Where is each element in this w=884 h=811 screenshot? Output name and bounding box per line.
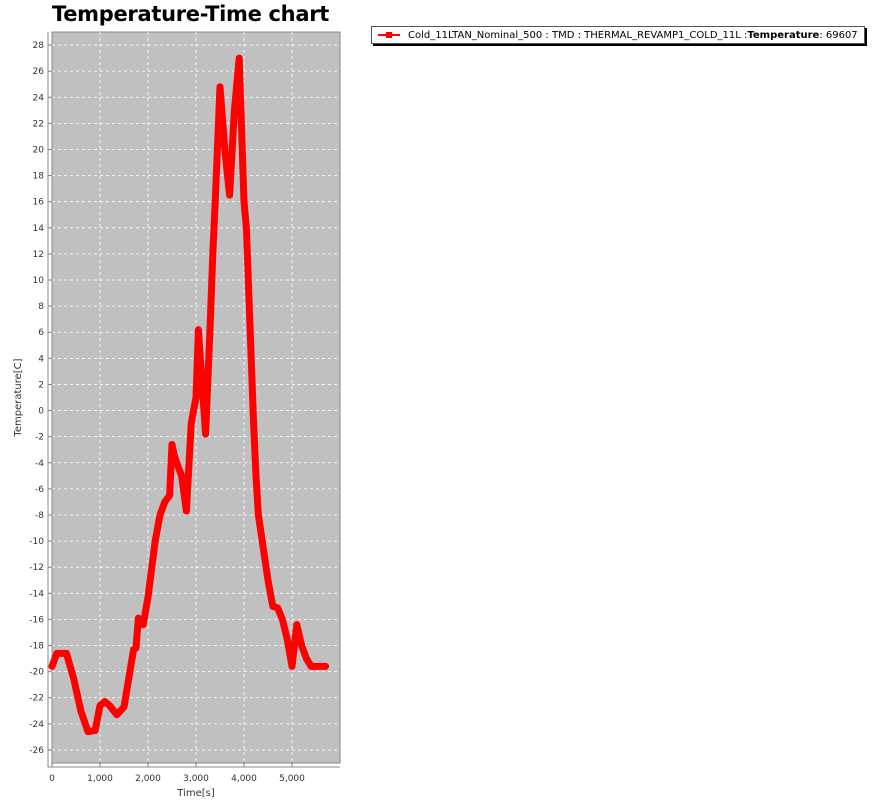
y-tick-label: -4 (35, 459, 44, 469)
y-tick-label: -10 (29, 537, 44, 547)
legend-swatch-icon (378, 29, 400, 41)
y-tick-label: -8 (35, 511, 44, 521)
y-tick-label: -16 (29, 615, 44, 625)
x-tick-label: 1,000 (87, 774, 113, 784)
y-tick-label: 2 (38, 380, 44, 390)
y-tick-label: 18 (33, 172, 45, 182)
y-tick-label: 22 (33, 119, 44, 129)
y-tick-label: -14 (29, 589, 44, 599)
legend: Cold_11LTAN_Nominal_500 : TMD : THERMAL_… (371, 26, 865, 44)
x-tick-label: 0 (49, 774, 55, 784)
y-tick-label: 0 (38, 407, 44, 417)
y-tick-label: -18 (29, 642, 44, 652)
y-tick-label: -2 (35, 433, 44, 443)
y-tick-label: -22 (29, 694, 44, 704)
x-tick-label: 2,000 (135, 774, 161, 784)
x-tick-label: 4,000 (231, 774, 257, 784)
legend-entry-name: Cold_11LTAN_Nominal_500 : TMD : THERMAL_… (408, 29, 748, 41)
y-tick-label: 14 (33, 224, 45, 234)
y-tick-label: 4 (38, 354, 44, 364)
axes: -26-24-22-20-18-16-14-12-10-8-6-4-202468… (29, 32, 340, 784)
x-axis-label: Time[s] (176, 788, 215, 799)
y-tick-label: -26 (29, 746, 44, 756)
y-tick-label: 12 (33, 250, 44, 260)
y-axis-label: Temperature[C] (13, 358, 24, 437)
series-layer (48, 54, 330, 736)
y-tick-label: -24 (29, 720, 44, 730)
y-tick-label: -20 (29, 668, 44, 678)
y-tick-label: 8 (38, 302, 44, 312)
chart-title: Temperature-Time chart (52, 2, 330, 26)
y-tick-label: -12 (29, 563, 44, 573)
y-tick-label: -6 (35, 485, 44, 495)
legend-entry-quantity: Temperature (747, 29, 820, 41)
y-tick-label: 10 (33, 276, 45, 286)
y-tick-label: 6 (38, 328, 44, 338)
y-tick-label: 24 (33, 93, 45, 103)
y-tick-label: 20 (33, 145, 45, 155)
y-tick-label: 26 (33, 67, 45, 77)
y-tick-label: 28 (33, 41, 45, 51)
x-tick-label: 3,000 (183, 774, 209, 784)
legend-entry-suffix: : 69607 (819, 29, 858, 41)
series-line (48, 54, 330, 736)
y-tick-label: 16 (33, 198, 45, 208)
x-tick-label: 5,000 (279, 774, 305, 784)
